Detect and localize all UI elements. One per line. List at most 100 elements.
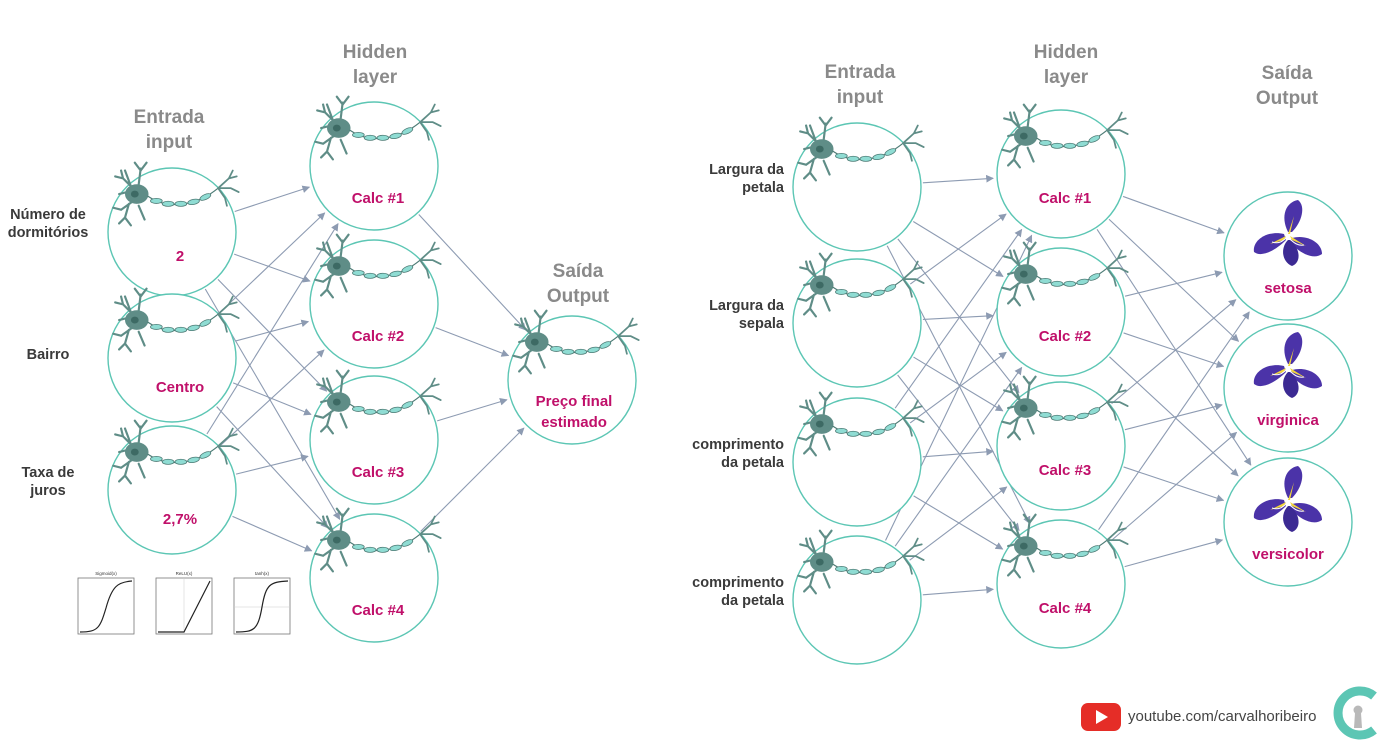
left-input-value: 2,7% [163, 511, 197, 528]
edge-right-input-hidden [894, 228, 1023, 409]
left-hidden-node-1 [309, 95, 442, 231]
edge-left-input-hidden [206, 223, 339, 435]
right-header-hidden: Hidden [1034, 42, 1098, 63]
network-labels: 2 Centro 2,7% Número de dormitórios Bairro Tax… [8, 42, 1324, 619]
tanh-plot-title: tanh(x) [255, 571, 270, 576]
channel-url[interactable]: youtube.com/carvalhoribeiro [1128, 708, 1317, 725]
edge-right-hidden-output [1124, 538, 1224, 568]
sigmoid-plot: Sigmoid(x) [77, 571, 135, 635]
edge-right-hidden-output [1110, 431, 1238, 542]
edge-left-input-hidden [235, 454, 309, 475]
edge-right-hidden-output [1098, 311, 1250, 531]
edge-right-hidden-output [1096, 228, 1252, 466]
right-header-output: Output [1256, 88, 1319, 109]
left-header-output: Output [547, 286, 610, 307]
edge-left-input-hidden [220, 349, 325, 446]
right-output-class: virginica [1257, 412, 1319, 429]
left-output-node [507, 309, 640, 445]
edge-right-hidden-output [1123, 332, 1225, 368]
left-hidden-value: Calc #2 [352, 328, 405, 345]
right-input-label: da petala [721, 593, 785, 609]
right-hidden-value: Calc #1 [1039, 190, 1092, 207]
right-hidden-value: Calc #4 [1039, 600, 1092, 617]
edge-left-input-hidden [232, 515, 313, 552]
edge-right-input-hidden [913, 356, 1004, 412]
edge-right-hidden-output [1122, 195, 1225, 235]
right-input-node-4 [792, 529, 925, 665]
right-output-class: versicolor [1252, 546, 1324, 563]
left-input-value: Centro [156, 379, 204, 396]
right-input-label: comprimento [692, 437, 784, 453]
right-input-label: Largura da [709, 298, 785, 314]
edge-right-hidden-output [1124, 402, 1223, 431]
left-output-value: estimado [541, 414, 607, 431]
edge-right-input-hidden [909, 486, 1008, 561]
edge-left-input-hidden [235, 319, 310, 342]
right-input-label: da petala [721, 455, 785, 471]
left-input-node-1 [107, 161, 240, 297]
left-input-value: 2 [176, 248, 184, 265]
edge-left-hidden-output [437, 398, 508, 422]
relu-plot: ReLU(x) [155, 571, 213, 635]
edge-right-hidden-output [1109, 356, 1239, 477]
edge-left-input-hidden [232, 382, 312, 416]
left-input-label: dormitórios [8, 225, 89, 241]
edge-left-hidden-output [420, 427, 525, 532]
youtube-icon[interactable] [1081, 703, 1121, 731]
right-header-output: Saída [1262, 63, 1313, 84]
right-output-node-1 [1223, 191, 1353, 321]
left-input-label: juros [29, 483, 65, 499]
left-hidden-node-3 [309, 369, 442, 505]
left-input-label: Bairro [27, 347, 70, 363]
right-output-node-2 [1223, 323, 1353, 453]
edge-right-input-hidden [894, 366, 1023, 547]
right-input-node-2 [792, 252, 925, 388]
right-input-label: comprimento [692, 575, 784, 591]
right-input-label: sepala [739, 316, 785, 332]
right-input-node-3 [792, 391, 925, 527]
sigmoid-plot-title: Sigmoid(x) [95, 571, 117, 576]
left-hidden-value: Calc #4 [352, 602, 405, 619]
right-hidden-node-4 [996, 513, 1129, 649]
left-header-hidden: Hidden [343, 42, 407, 63]
right-output-node-3 [1223, 457, 1353, 587]
left-header-hidden: layer [353, 67, 398, 88]
relu-plot-title: ReLU(x) [176, 571, 193, 576]
edge-right-input-hidden [897, 238, 1020, 394]
right-output-class: setosa [1264, 280, 1312, 297]
left-hidden-node-2 [309, 233, 442, 369]
edge-right-input-hidden [909, 213, 1007, 285]
edge-left-input-hidden [217, 278, 328, 392]
edge-left-hidden-output [435, 327, 510, 357]
edge-right-input-hidden [922, 174, 994, 184]
right-hidden-node-2 [996, 241, 1129, 377]
right-input-label: Largura da [709, 162, 785, 178]
right-hidden-node-1 [996, 103, 1129, 239]
edge-left-input-hidden [233, 253, 311, 283]
left-header-output: Saída [553, 261, 604, 282]
left-header-input: Entrada [134, 107, 205, 128]
edge-right-hidden-output [1123, 466, 1225, 502]
left-input-node-2 [107, 287, 240, 423]
left-output-value: Preço final [536, 393, 613, 410]
edge-right-hidden-output [1108, 218, 1240, 342]
left-input-node-3 [107, 419, 240, 555]
left-hidden-value: Calc #3 [352, 464, 405, 481]
logo-c-keyhole-icon [1333, 686, 1377, 740]
left-input-label: Número de [10, 207, 86, 223]
left-hidden-node-4 [309, 507, 442, 643]
edge-left-input-hidden [234, 185, 311, 213]
edge-right-hidden-output [1111, 299, 1237, 405]
edge-left-input-hidden [219, 212, 326, 313]
right-hidden-value: Calc #3 [1039, 462, 1092, 479]
right-input-label: petala [742, 180, 785, 196]
edge-right-input-hidden [922, 312, 994, 320]
right-header-input: input [837, 87, 884, 108]
left-header-input: input [146, 132, 193, 153]
right-header-input: Entrada [825, 62, 896, 83]
edge-left-input-hidden [216, 406, 329, 529]
right-header-hidden: layer [1044, 67, 1089, 88]
tanh-plot: tanh(x) [233, 571, 291, 635]
